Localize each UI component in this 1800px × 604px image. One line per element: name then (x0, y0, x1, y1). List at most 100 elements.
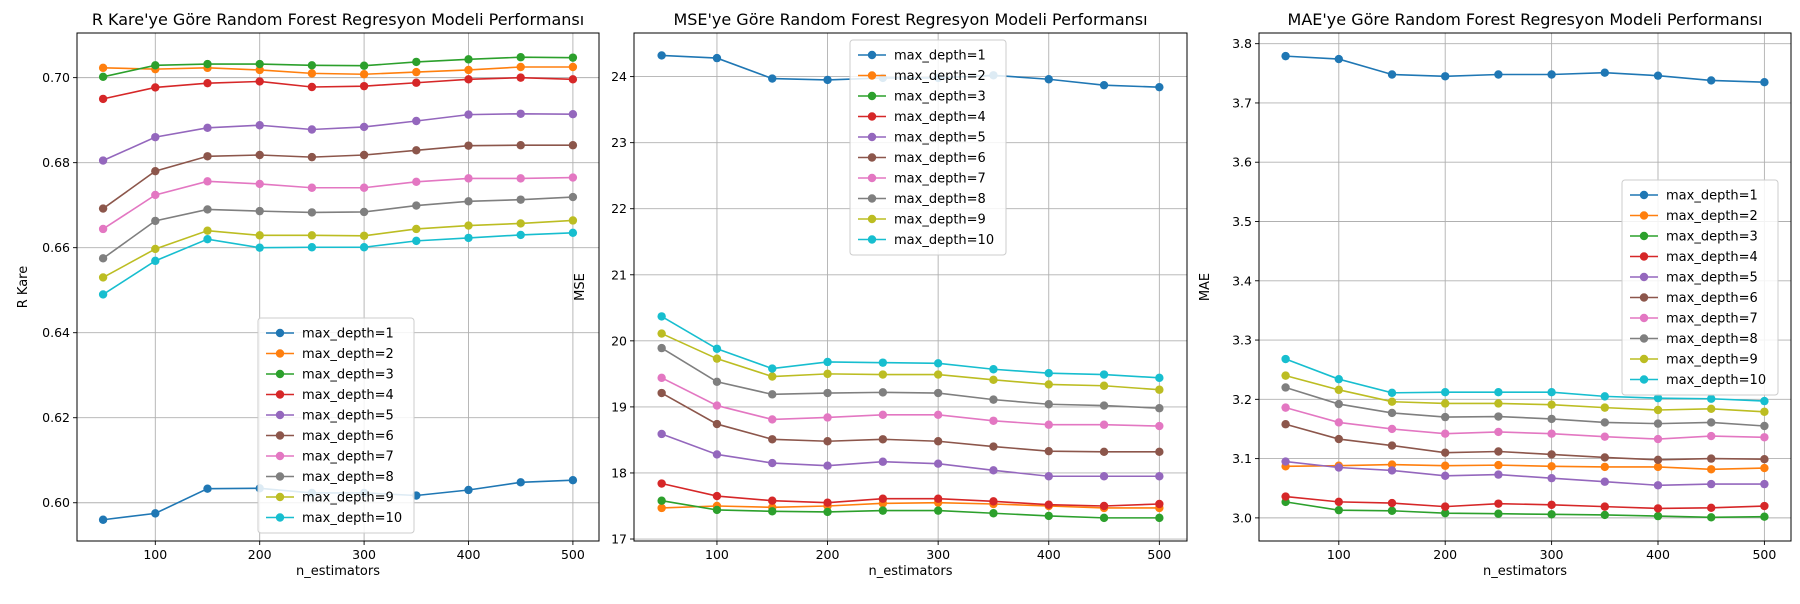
data-point (464, 485, 473, 495)
data-point (933, 494, 943, 503)
series-max_depth=7 (657, 373, 1164, 431)
data-point (1547, 70, 1556, 79)
data-point (1653, 393, 1663, 403)
x-tick-label: 100 (705, 547, 729, 562)
data-point (1494, 70, 1503, 79)
y-tick-label: 23 (611, 135, 627, 150)
data-point (878, 358, 888, 367)
chart-title: R Kare'ye Göre Random Forest Regresyon M… (92, 10, 584, 29)
data-point (568, 192, 578, 202)
data-point (255, 206, 264, 216)
data-point (1044, 500, 1053, 509)
legend-box (849, 39, 1007, 256)
legend-marker (275, 349, 285, 358)
data-point (1334, 399, 1344, 409)
data-point (464, 141, 473, 150)
legend-label: max_depth=7 (1666, 312, 1758, 327)
data-point (307, 243, 317, 252)
x-axis-label: n_estimators (1483, 564, 1567, 579)
legend-entry: max_depth=7 (1630, 312, 1758, 327)
data-point (712, 377, 722, 386)
data-point (1441, 448, 1450, 457)
data-point (412, 236, 421, 246)
data-point (1099, 513, 1109, 523)
series-line (1285, 501, 1765, 519)
data-point (823, 369, 832, 379)
data-point (151, 61, 160, 70)
data-point (1044, 420, 1053, 429)
series-max_depth=6 (657, 388, 1164, 457)
data-point (1281, 403, 1290, 412)
data-point (1760, 454, 1769, 464)
legend-entry: max_depth=4 (266, 388, 394, 403)
data-point (98, 254, 108, 263)
data-point (412, 224, 421, 234)
data-point (657, 312, 666, 321)
x-tick-label: 400 (1646, 547, 1670, 562)
data-point (1387, 388, 1397, 398)
data-point (359, 61, 369, 70)
chart-panel-2: 100 200 300 400 500 17 18 19 20 21 22 23 24 MSE'ye Gö… (573, 10, 1188, 579)
data-point (1334, 54, 1344, 64)
legend-marker (275, 472, 285, 481)
data-point (359, 183, 369, 192)
chart-panel-3: 100 200 300 400 500 3.0 3.1 3.2 3.3 3.4 3.5 3.6 3.7 3… (1198, 10, 1792, 579)
legend-label: max_depth=7 (302, 450, 394, 465)
x-tick-label: 400 (457, 547, 481, 562)
data-point (989, 509, 998, 518)
data-point (359, 150, 369, 160)
data-point (1155, 385, 1164, 394)
series-line (1285, 374, 1765, 413)
series-line (102, 196, 573, 259)
legend-marker (867, 194, 877, 203)
data-point (1334, 385, 1344, 395)
legend-marker (275, 369, 285, 379)
data-point (657, 343, 666, 353)
data-point (933, 388, 943, 398)
series-line (1285, 423, 1765, 461)
data-point (1707, 479, 1716, 489)
data-point (712, 401, 722, 410)
data-point (255, 150, 264, 160)
data-point (1494, 509, 1503, 518)
data-point (464, 75, 473, 84)
data-point (412, 146, 421, 155)
data-point (712, 450, 722, 459)
data-point (568, 75, 578, 84)
legend-entry: max_depth=10 (1630, 373, 1766, 388)
legend-label: max_depth=9 (302, 491, 394, 506)
data-point (151, 509, 160, 518)
data-point (657, 388, 666, 398)
data-point (1441, 461, 1450, 470)
data-point (1155, 82, 1164, 92)
data-point (1707, 394, 1716, 403)
series-line (661, 433, 1160, 478)
data-point (516, 141, 525, 150)
data-point (516, 174, 525, 183)
legend-label: max_depth=6 (1666, 291, 1758, 306)
legend-marker (275, 390, 285, 399)
y-tick-label: 24 (611, 69, 627, 84)
data-point (768, 74, 777, 83)
data-point (712, 419, 722, 429)
data-point (823, 413, 832, 422)
series-line (661, 377, 1160, 427)
data-point (1387, 506, 1397, 515)
data-point (1600, 403, 1610, 412)
data-point (657, 373, 666, 383)
y-tick-label: 19 (611, 399, 627, 414)
legend-label: max_depth=10 (1666, 373, 1766, 388)
y-tick-label: 3.0 (1232, 510, 1252, 525)
data-point (1547, 429, 1556, 438)
data-point (1494, 427, 1503, 437)
data-point (464, 174, 473, 183)
series-max_depth=3 (657, 496, 1164, 523)
legend-box (1621, 179, 1779, 396)
data-point (1547, 500, 1556, 510)
data-point (1600, 477, 1610, 486)
data-point (516, 62, 525, 72)
data-point (1600, 418, 1610, 427)
series-max_depth=4 (657, 479, 1164, 511)
data-point (307, 82, 317, 92)
